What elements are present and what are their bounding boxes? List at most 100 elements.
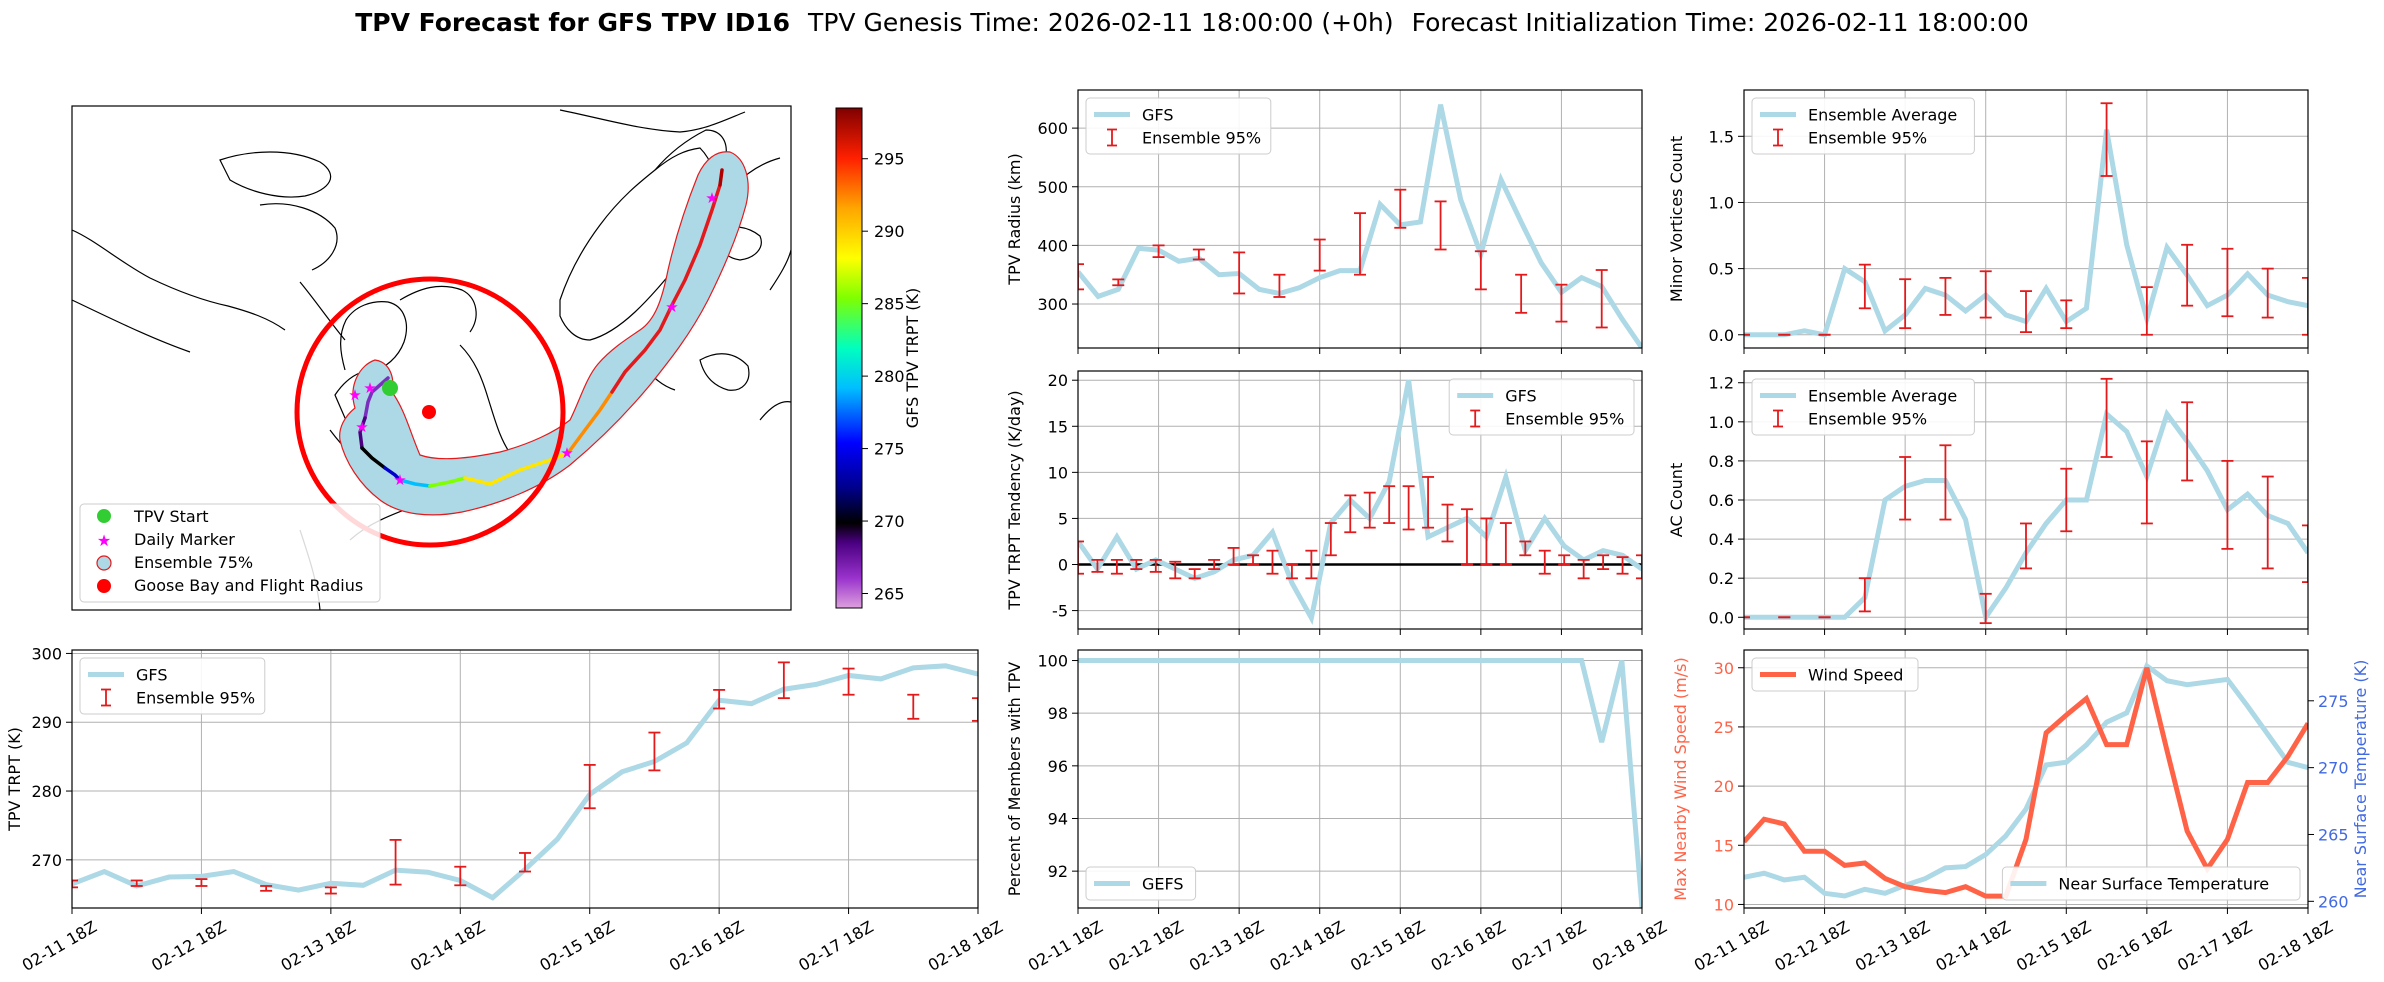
y-tick-label: 0 <box>1058 556 1068 575</box>
error-bar <box>1555 283 1568 323</box>
x-tick-label: 02-16 18Z <box>1428 917 1509 975</box>
goose-bay-marker <box>422 405 436 419</box>
error-bar <box>1474 250 1487 291</box>
y-tick-label: 10 <box>1714 895 1734 914</box>
error-bar <box>1188 568 1201 580</box>
y-tick-label: 400 <box>1037 236 1068 255</box>
error-bar <box>1899 456 1912 521</box>
track-segment-blue <box>383 466 402 482</box>
y-tick-label: 15 <box>1714 836 1734 855</box>
error-bar <box>1939 444 1952 521</box>
radius-data <box>1078 104 1642 348</box>
goose-bay-flight-radius <box>294 276 566 548</box>
error-bar <box>454 865 467 887</box>
error-bar <box>324 886 337 895</box>
colorbar: 265 270 275 280 285 290 295 GFS TPV TRPT (K) <box>835 107 922 609</box>
error-bar <box>1192 248 1205 261</box>
y2-tick-label: 275 <box>2318 692 2349 711</box>
error-bar <box>1227 547 1240 566</box>
x-tick-label: 02-14 18Z <box>407 917 488 975</box>
y-tick-label: 0.6 <box>1709 491 1734 510</box>
error-bar <box>2261 267 2274 319</box>
x-tick-label: 02-16 18Z <box>2094 917 2175 975</box>
y-tick-label: 0.4 <box>1709 530 1734 549</box>
error-bar <box>1091 558 1104 573</box>
y-tick-label: 1.0 <box>1709 193 1734 212</box>
colorbar-tick-label: 280 <box>874 367 905 386</box>
error-bar <box>1078 540 1084 575</box>
error-bar <box>2020 522 2032 570</box>
x-tick-label: 02-12 18Z <box>1771 917 1852 975</box>
tpv-track <box>358 168 724 488</box>
y-tick-label: 96 <box>1048 757 1068 776</box>
y-tick-label: 94 <box>1048 809 1068 828</box>
legend-box <box>2001 866 2301 901</box>
radius-frame <box>1077 89 1643 349</box>
y-tick-label: 10 <box>1048 463 1068 482</box>
legend-box <box>1085 97 1272 155</box>
error-bar <box>260 885 273 892</box>
error-bar <box>777 661 790 700</box>
error-bar <box>1394 188 1407 229</box>
legend-label: Near Surface Temperature <box>2058 875 2269 894</box>
track-segment-cyan <box>398 478 432 488</box>
error-bar <box>2020 290 2032 334</box>
error-bar <box>1636 554 1642 580</box>
y-tick-label: 300 <box>1037 295 1068 314</box>
suptitle-genesis: TPV Genesis Time: 2026-02-11 18:00:00 (+… <box>807 8 1394 37</box>
trpt-panel: 270 280 290 300 TPV TRPT (K) 02-11 18Z 02-12 1… <box>5 644 1006 974</box>
suptitle: TPV Forecast for GFS TPV ID16 TPV Genesis… <box>355 8 2029 37</box>
x-tick-label: 02-12 18Z <box>1105 917 1186 975</box>
x-tick-label: 02-17 18Z <box>2174 917 2255 975</box>
y-axis-label: TPV TRPT (K) <box>5 727 24 832</box>
y-axis-label: Minor Vortices Count <box>1667 136 1686 302</box>
error-bar <box>972 697 978 722</box>
temperature-line <box>1744 662 2308 899</box>
y-tick-label: -5 <box>1052 602 1068 621</box>
x-tick-label: 02-13 18Z <box>1186 917 1267 975</box>
y-tick-label: 0.0 <box>1709 326 1734 345</box>
error-bar <box>1577 558 1590 580</box>
x-tick-label: 02-17 18Z <box>795 917 876 975</box>
ensemble-75-envelope <box>339 151 749 516</box>
y-axis-label: AC Count <box>1667 463 1686 537</box>
legend-label: Ensemble Average <box>1808 387 1957 406</box>
error-bar <box>389 838 402 886</box>
map-panel: ★ ★ ★ ★ ★ ★ ★ TPV Start ★ Daily Marker E… <box>71 105 922 611</box>
y2-tick-label: 270 <box>2318 759 2349 778</box>
y-axis-label: TPV Radius (km) <box>1005 153 1024 286</box>
legend-label: Ensemble 95% <box>1142 129 1261 148</box>
daily-marker: ★ <box>705 189 718 207</box>
legend-errorbar-icon <box>1773 409 1783 428</box>
track-segment-indigo <box>358 416 367 450</box>
error-bar <box>1363 491 1376 529</box>
daily-marker: ★ <box>560 444 573 462</box>
error-bar <box>1616 556 1629 575</box>
error-bar <box>1078 263 1084 291</box>
legend-label: Ensemble 95% <box>1505 410 1624 429</box>
y-tick-label: 0.5 <box>1709 260 1734 279</box>
legend-label: Ensemble 95% <box>1808 129 1927 148</box>
colorbar-ticks: 265 270 275 280 285 290 295 <box>862 150 905 604</box>
error-bar <box>1595 269 1608 329</box>
error-bar <box>2221 247 2234 318</box>
x-tick-label: 02-11 18Z <box>1025 917 1106 975</box>
radius-legend: GFS Ensemble 95% <box>1085 97 1272 155</box>
error-bar <box>1402 485 1415 531</box>
colorbar-gradient <box>835 107 863 609</box>
x-tick-label: 02-12 18Z <box>148 917 229 975</box>
y-tick-label: 1.2 <box>1709 374 1734 393</box>
suptitle-init: Forecast Initialization Time: 2026-02-11… <box>1412 8 2029 37</box>
error-bar <box>1480 517 1493 566</box>
y-axis-label: Max Nearby Wind Speed (m/s) <box>1671 657 1690 900</box>
x-tick-label: 02-14 18Z <box>1932 917 2013 975</box>
error-bar <box>195 878 208 887</box>
error-bar <box>1597 554 1610 571</box>
y-tick-label: 100 <box>1037 652 1068 671</box>
y-tick-label: 1.5 <box>1709 127 1734 146</box>
error-bar <box>1273 273 1286 298</box>
error-bar <box>1422 476 1435 529</box>
daily-marker: ★ <box>348 386 361 404</box>
colorbar-label: GFS TPV TRPT (K) <box>903 288 922 428</box>
error-bar <box>1499 522 1512 566</box>
